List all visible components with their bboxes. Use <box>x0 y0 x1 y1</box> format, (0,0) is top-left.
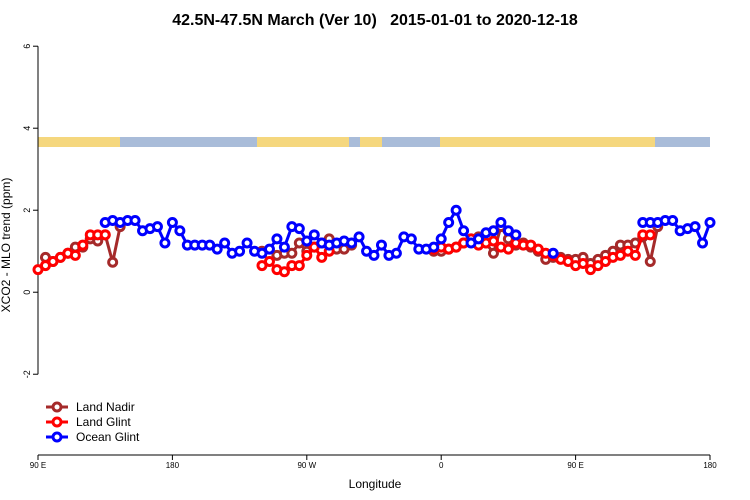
data-point <box>458 225 470 237</box>
data-point <box>99 229 111 241</box>
data-point <box>689 221 701 233</box>
data-point <box>697 237 709 249</box>
data-point <box>704 217 716 229</box>
data-point <box>234 245 246 257</box>
data-point <box>450 204 462 216</box>
data-point <box>353 231 365 243</box>
legend-marker <box>51 401 63 413</box>
data-point <box>644 229 656 241</box>
data-point <box>263 255 275 267</box>
data-point <box>278 266 290 278</box>
data-point <box>77 239 89 251</box>
x-tick-label: 180 <box>703 461 717 470</box>
data-point <box>368 249 380 261</box>
legend-label: Land Glint <box>76 415 131 429</box>
data-point <box>301 249 313 261</box>
data-point <box>629 249 641 261</box>
data-point <box>502 243 514 255</box>
data-point <box>577 258 589 270</box>
x-tick-label: 90 W <box>297 461 316 470</box>
x-tick-label: 90 E <box>30 461 46 470</box>
data-point <box>301 235 313 247</box>
legend-marker <box>51 416 63 428</box>
y-tick-label: -2 <box>22 370 32 378</box>
data-point <box>286 247 298 259</box>
data-point <box>107 256 119 268</box>
series <box>99 204 716 261</box>
data-point <box>174 225 186 237</box>
data-point <box>443 217 455 229</box>
y-tick-label: 6 <box>22 44 32 49</box>
legend-label: Land Nadir <box>76 400 135 414</box>
x-tick-label: 90 E <box>567 461 583 470</box>
data-point <box>428 241 440 253</box>
data-point <box>159 237 171 249</box>
data-point <box>435 233 447 245</box>
data-point <box>293 260 305 272</box>
land-ocean-band <box>38 137 710 147</box>
data-point <box>346 237 358 249</box>
data-point <box>644 255 656 267</box>
data-point <box>211 243 223 255</box>
x-tick-label: 180 <box>166 461 180 470</box>
data-point <box>547 247 559 259</box>
data-point <box>487 247 499 259</box>
x-tick-label: 0 <box>439 461 444 470</box>
data-point <box>263 243 275 255</box>
legend-marker <box>51 431 63 443</box>
data-point <box>375 239 387 251</box>
data-point <box>271 233 283 245</box>
data-point <box>69 249 81 261</box>
data-point <box>390 247 402 259</box>
x-axis-label: Longitude <box>349 477 402 491</box>
data-point <box>487 225 499 237</box>
data-point <box>151 221 163 233</box>
data-point <box>510 229 522 241</box>
data-point <box>308 229 320 241</box>
data-point <box>219 237 231 249</box>
data-point <box>405 233 417 245</box>
data-point <box>278 241 290 253</box>
data-point <box>316 251 328 263</box>
y-tick-label: 0 <box>22 290 32 295</box>
data-point <box>667 214 679 226</box>
chart-title: 42.5N-47.5N March (Ver 10) 2015-01-01 to… <box>172 12 578 29</box>
data-point <box>487 235 499 247</box>
data-point <box>293 223 305 235</box>
data-point <box>473 233 485 245</box>
data-point <box>495 217 507 229</box>
y-tick-label: 2 <box>22 208 32 213</box>
data-point <box>129 214 141 226</box>
data-point <box>241 237 253 249</box>
legend-label: Ocean Glint <box>76 430 140 444</box>
y-axis-label: XCO2 - MLO trend (ppm) <box>0 178 13 313</box>
data-point <box>166 217 178 229</box>
y-tick-label: 4 <box>22 126 32 131</box>
